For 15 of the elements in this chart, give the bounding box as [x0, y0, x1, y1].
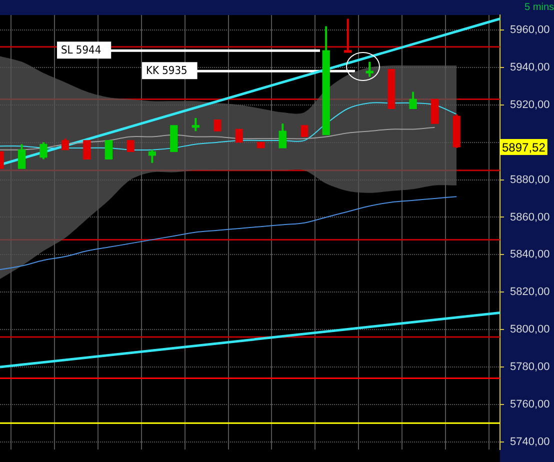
y-tick-label: 5860,00 — [510, 211, 550, 224]
y-tick-label: 5920,00 — [510, 98, 550, 111]
text: 5 mins — [524, 2, 554, 13]
y-tick-label: 5820,00 — [510, 286, 550, 298]
y-tick-label: 5780,00 — [510, 361, 550, 374]
text: 5897,52 — [502, 140, 546, 154]
ref-line-label: KK 5935 — [146, 64, 188, 78]
y-tick-label: 5880,00 — [510, 174, 550, 186]
y-tick-label: 5760,00 — [510, 398, 550, 410]
y-tick-label: 5740,00 — [510, 436, 550, 448]
y-tick-label: 5840,00 — [510, 248, 550, 261]
y-tick-label: 5800,00 — [510, 324, 550, 336]
y-tick-label: 5960,00 — [510, 24, 550, 36]
ref-line-label: SL 5944 — [61, 43, 102, 56]
y-tick-label: 5940,00 — [510, 61, 550, 74]
